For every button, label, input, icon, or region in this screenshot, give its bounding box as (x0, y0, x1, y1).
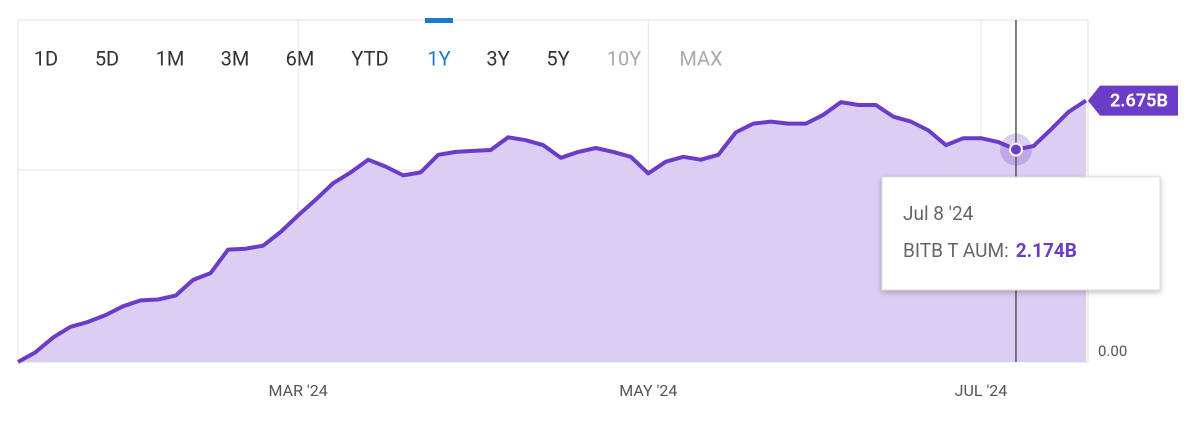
range-button: 10Y (607, 46, 642, 70)
range-button[interactable]: 3Y (486, 46, 509, 70)
tooltip-date: Jul 8 '24 (903, 202, 974, 225)
range-button[interactable]: 1D (34, 46, 58, 70)
tooltip-line: BITB T AUM: 2.174B (903, 239, 1077, 262)
x-tick-label: JUL '24 (955, 381, 1008, 400)
tooltip-value: 2.174B (1016, 239, 1077, 262)
range-button[interactable]: 5D (95, 46, 119, 70)
range-button[interactable]: 3M (221, 46, 250, 70)
y-tick-label: 0.00 (1098, 342, 1127, 360)
area (18, 100, 1086, 362)
value-tag (1088, 85, 1178, 116)
value-label: 2.675B (1110, 90, 1168, 111)
x-tick-label: MAY '24 (619, 381, 677, 400)
range-button[interactable]: 1Y (427, 46, 450, 70)
tooltip-box (881, 176, 1161, 291)
active-indicator (425, 18, 453, 23)
range-button[interactable]: 5Y (546, 46, 569, 70)
line (17, 98, 1088, 364)
x-tick-label: MAR '24 (269, 381, 328, 400)
range-button[interactable]: 6M (286, 46, 315, 70)
range-button[interactable]: 1M (156, 46, 185, 70)
hover-dot (1008, 142, 1023, 157)
range-button[interactable]: YTD (351, 46, 388, 70)
tooltip-series-name: BITB T AUM: (903, 239, 1009, 262)
range-button: MAX (679, 46, 723, 70)
